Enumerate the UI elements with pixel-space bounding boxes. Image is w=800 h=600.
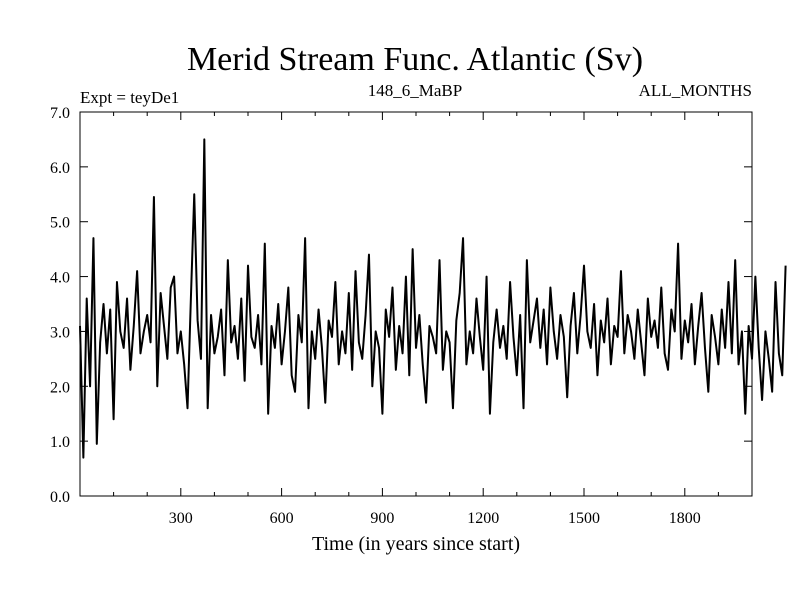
y-tick-label: 2.0	[50, 379, 70, 396]
y-tick-label: 5.0	[50, 215, 70, 232]
axes: 0.0 1.0 2.0 3.0 4.0 5.0 6.0 7.0 300 600 900 1200 150…	[50, 105, 752, 527]
experiment-label: Expt = teyDe1	[80, 88, 179, 107]
chart-title: Merid Stream Func. Atlantic (Sv)	[187, 41, 643, 78]
y-tick-label: 6.0	[50, 160, 70, 177]
y-tick-label: 1.0	[50, 434, 70, 451]
run-label: 148_6_MaBP	[368, 81, 462, 100]
y-tick-label: 0.0	[50, 489, 70, 506]
y-tick-label: 7.0	[50, 105, 70, 122]
months-label: ALL_MONTHS	[639, 81, 752, 100]
x-tick-label: 1200	[467, 510, 499, 527]
x-axis-label: Time (in years since start)	[312, 533, 520, 555]
series-line-0	[79, 138, 787, 459]
plot-area	[79, 138, 787, 459]
y-tick-label: 3.0	[50, 324, 70, 341]
x-tick-label: 300	[169, 510, 193, 527]
x-tick-label: 1800	[669, 510, 701, 527]
plot-frame	[79, 111, 753, 497]
x-tick-label: 1500	[568, 510, 600, 527]
y-tick-label: 4.0	[50, 270, 70, 287]
x-tick-label: 900	[370, 510, 394, 527]
x-tick-label: 600	[270, 510, 294, 527]
